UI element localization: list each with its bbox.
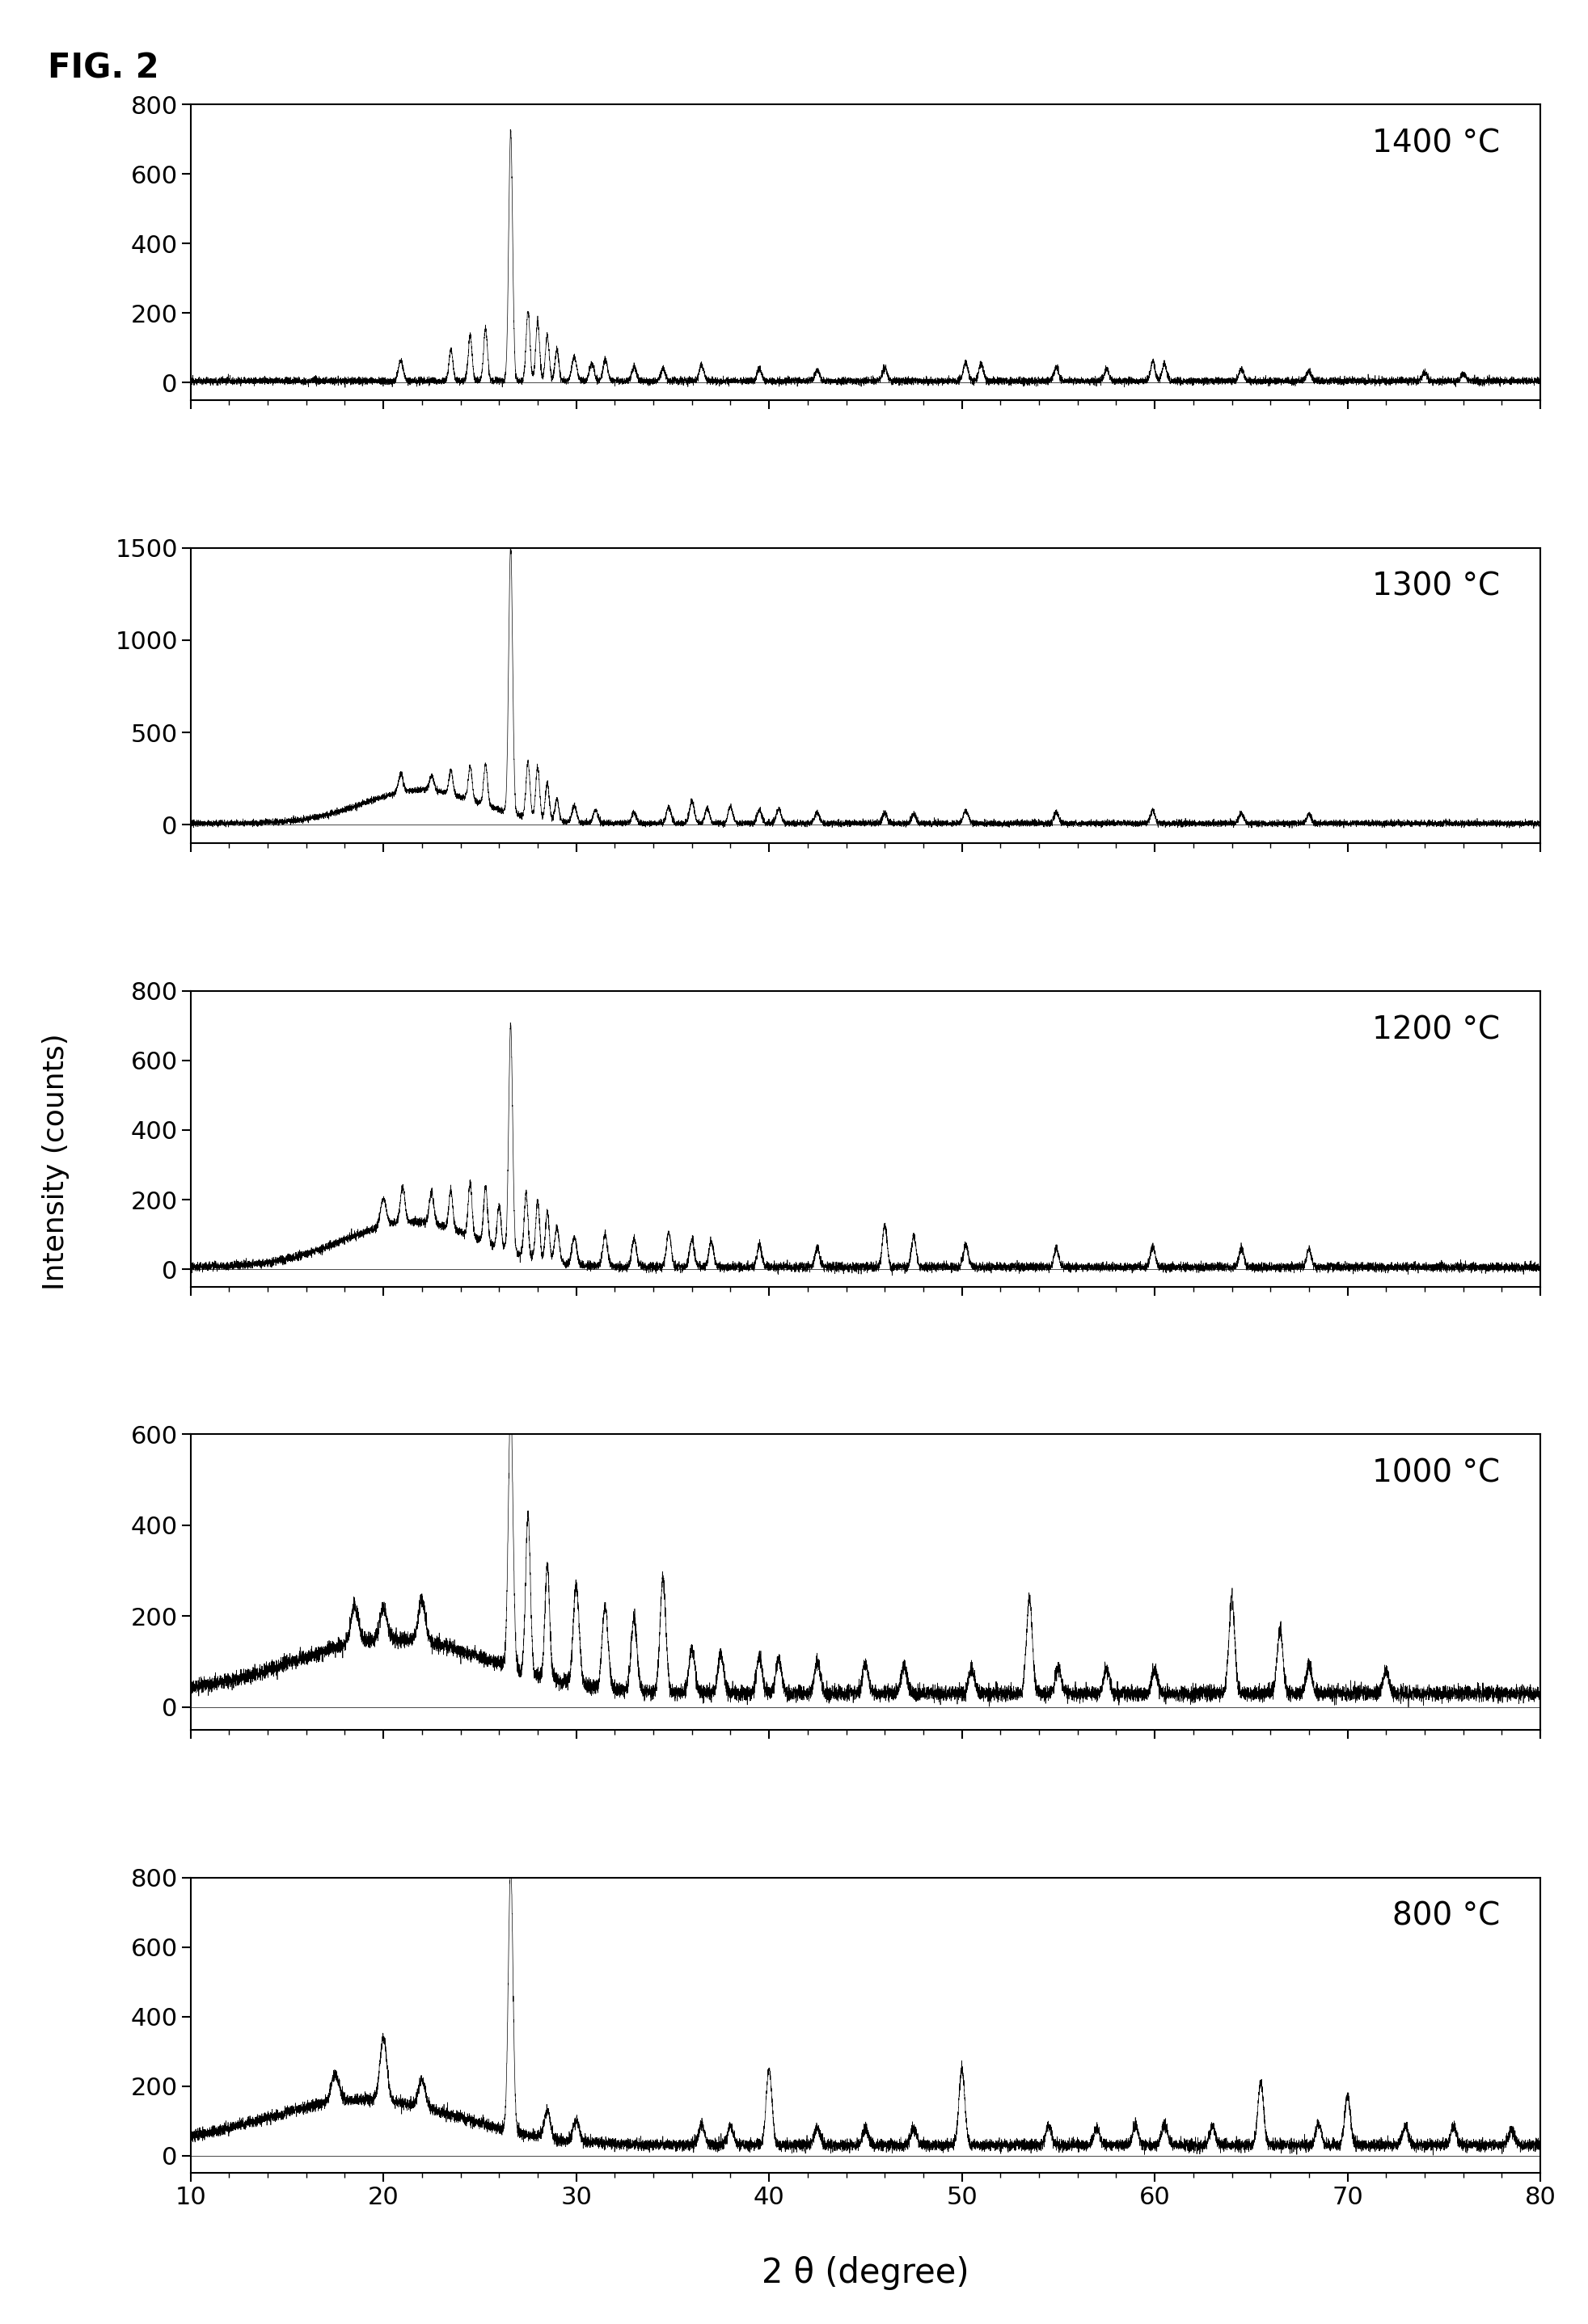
Text: 1400 °C: 1400 °C — [1372, 128, 1499, 158]
Text: 1200 °C: 1200 °C — [1372, 1016, 1499, 1046]
Text: 2 θ (degree): 2 θ (degree) — [762, 2257, 969, 2289]
Text: 1000 °C: 1000 °C — [1372, 1457, 1499, 1490]
Text: Intensity (counts): Intensity (counts) — [41, 1034, 70, 1290]
Text: 800 °C: 800 °C — [1393, 1901, 1499, 1931]
Text: 1300 °C: 1300 °C — [1372, 572, 1499, 602]
Text: FIG. 2: FIG. 2 — [48, 51, 159, 86]
